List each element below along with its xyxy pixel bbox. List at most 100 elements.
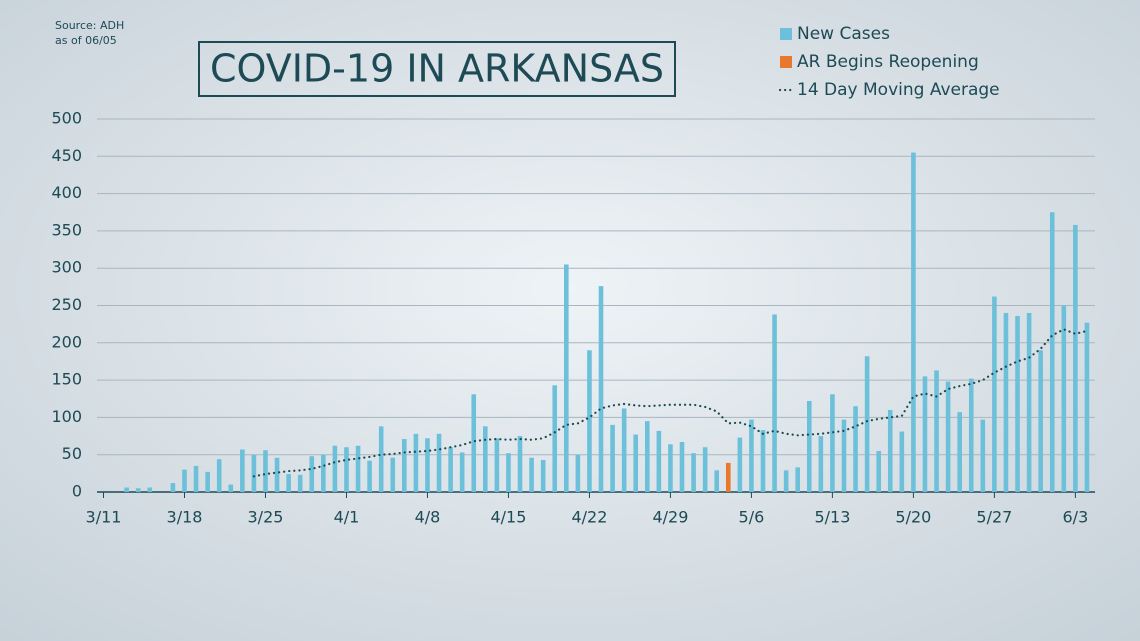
- bar: [124, 487, 129, 492]
- bar: [529, 457, 534, 492]
- bar: [1038, 350, 1043, 492]
- bar: [413, 433, 419, 492]
- x-tick-label: 5/20: [895, 508, 931, 527]
- bar: [540, 459, 546, 492]
- y-tick-label: 300: [51, 258, 82, 277]
- bar: [864, 356, 870, 492]
- bar: [228, 484, 234, 492]
- x-tick-label: 4/8: [415, 508, 441, 527]
- x-tick-label: 4/29: [652, 508, 688, 527]
- source: Source: ADH: [55, 19, 124, 32]
- legend-swatch: [780, 28, 792, 40]
- bar: [436, 433, 442, 492]
- legend-label: AR Begins Reopening: [797, 52, 979, 72]
- bar: [517, 436, 523, 492]
- bar: [737, 437, 743, 492]
- bar: [240, 449, 245, 492]
- bar: [587, 350, 592, 492]
- bar: [633, 434, 639, 492]
- legend-label: 14 Day Moving Average: [797, 80, 1000, 100]
- bar: [691, 453, 696, 492]
- bar: [1026, 312, 1032, 492]
- bar: [274, 457, 280, 492]
- bar: [980, 419, 986, 492]
- x-tick-label: 5/6: [739, 508, 765, 527]
- y-tick-label: 250: [51, 295, 82, 314]
- bar: [448, 447, 453, 492]
- bar: [841, 419, 847, 492]
- y-tick-label: 200: [51, 332, 82, 351]
- bar: [182, 469, 187, 492]
- x-tick-label: 3/18: [167, 508, 203, 527]
- bar: [749, 419, 754, 492]
- bar: [968, 378, 974, 492]
- bar: [795, 467, 800, 492]
- bar: [494, 438, 500, 492]
- legend-swatch: [780, 56, 792, 68]
- bar: [378, 426, 384, 492]
- x-tick-label: 6/3: [1063, 508, 1089, 527]
- x-tick-label: 3/11: [86, 508, 122, 527]
- y-tick-label: 150: [51, 370, 82, 389]
- bar: [656, 430, 662, 492]
- bar: [668, 444, 673, 492]
- bar: [853, 406, 858, 492]
- bar: [644, 421, 650, 492]
- bar: [332, 445, 338, 492]
- y-tick-label: 100: [51, 407, 82, 426]
- bar: [344, 447, 349, 492]
- bar: [459, 452, 465, 492]
- bar: [309, 456, 315, 492]
- bar: [911, 152, 916, 492]
- bar: [564, 264, 569, 492]
- bar: [934, 370, 939, 492]
- bar: [216, 459, 222, 492]
- bar: [598, 286, 604, 492]
- bar: [899, 431, 905, 492]
- bar: [286, 474, 291, 492]
- bar: [402, 439, 407, 492]
- bar: [575, 454, 581, 492]
- bar: [135, 488, 141, 492]
- bar: [1003, 312, 1009, 492]
- x-tick-label: 3/25: [248, 508, 284, 527]
- x-tick-label: 4/22: [571, 508, 607, 527]
- bar: [1049, 212, 1055, 492]
- y-tick-label: 500: [51, 109, 82, 128]
- bar: [992, 296, 997, 492]
- y-tick-label: 350: [51, 220, 82, 239]
- bar: [830, 394, 835, 492]
- bar: [725, 462, 731, 492]
- chart-title: COVID-19 IN ARKANSAS: [210, 47, 664, 91]
- bar: [471, 394, 477, 492]
- bar: [251, 454, 257, 492]
- as-of: as of 06/05: [55, 34, 117, 47]
- bar: [818, 436, 824, 492]
- bar: [945, 381, 951, 492]
- x-tick-label: 5/27: [976, 508, 1012, 527]
- bar: [355, 445, 361, 492]
- y-tick-label: 400: [51, 183, 82, 202]
- bar: [714, 470, 720, 492]
- x-tick-label: 4/1: [334, 508, 360, 527]
- bar: [390, 457, 396, 492]
- bar: [552, 385, 558, 492]
- y-tick-label: 50: [62, 444, 82, 463]
- x-tick-label: 4/15: [490, 508, 526, 527]
- bar: [1061, 305, 1067, 492]
- bar: [1015, 315, 1020, 492]
- bar: [321, 454, 326, 492]
- bar: [783, 470, 789, 492]
- bar: [876, 450, 881, 492]
- y-tick-label: 0: [72, 482, 82, 501]
- legend-label: New Cases: [797, 24, 890, 44]
- bar: [1084, 322, 1090, 492]
- bar: [702, 447, 708, 492]
- bar: [425, 438, 430, 492]
- bar: [205, 471, 210, 492]
- bar: [610, 424, 615, 492]
- bar: [772, 314, 777, 492]
- bar: [621, 408, 627, 492]
